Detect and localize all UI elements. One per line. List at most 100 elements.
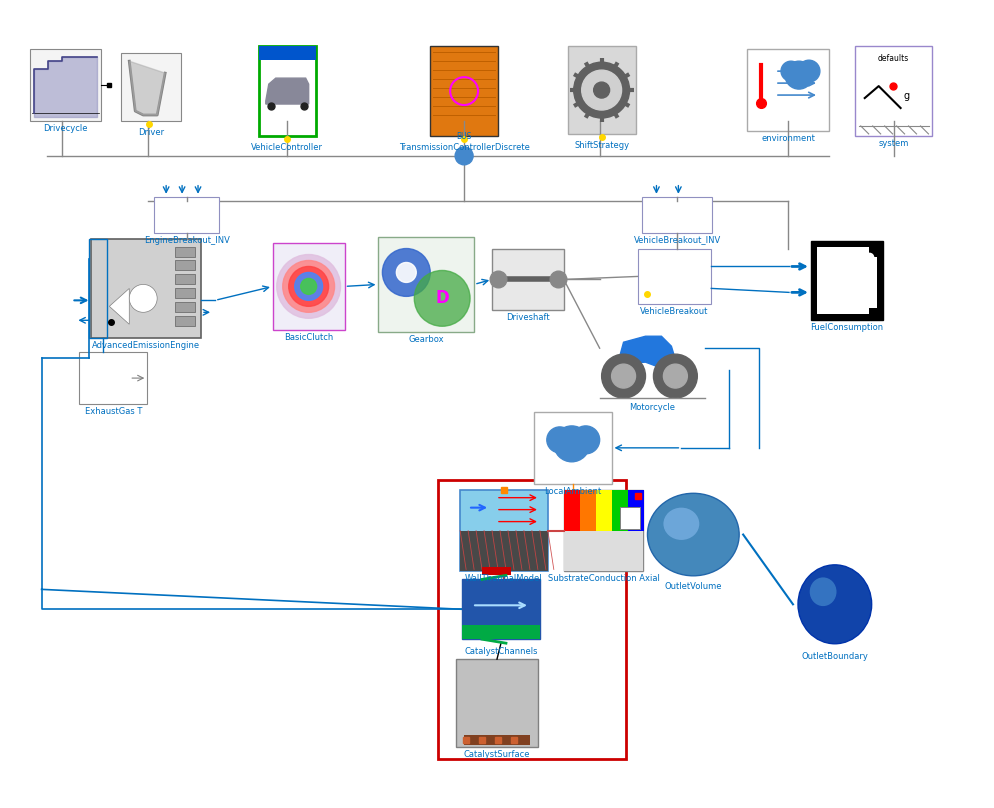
Circle shape bbox=[294, 272, 323, 301]
FancyBboxPatch shape bbox=[175, 246, 195, 256]
FancyBboxPatch shape bbox=[175, 275, 195, 284]
FancyBboxPatch shape bbox=[462, 579, 540, 639]
FancyBboxPatch shape bbox=[272, 242, 345, 330]
Text: Drivecycle: Drivecycle bbox=[43, 124, 87, 133]
Text: EngineBreakout_INV: EngineBreakout_INV bbox=[144, 236, 230, 245]
FancyBboxPatch shape bbox=[121, 53, 181, 121]
FancyBboxPatch shape bbox=[460, 490, 548, 571]
Circle shape bbox=[663, 364, 687, 388]
Text: ShiftStrategy: ShiftStrategy bbox=[575, 141, 629, 150]
FancyBboxPatch shape bbox=[464, 734, 530, 745]
Polygon shape bbox=[617, 336, 677, 368]
FancyBboxPatch shape bbox=[80, 352, 147, 404]
FancyBboxPatch shape bbox=[258, 46, 316, 136]
FancyBboxPatch shape bbox=[492, 249, 564, 310]
Circle shape bbox=[414, 271, 470, 326]
Circle shape bbox=[455, 147, 473, 165]
Text: Driveshaft: Driveshaft bbox=[506, 314, 550, 322]
Circle shape bbox=[282, 260, 335, 313]
Circle shape bbox=[288, 267, 329, 306]
Text: ExhaustGas T: ExhaustGas T bbox=[84, 407, 142, 416]
FancyBboxPatch shape bbox=[175, 288, 195, 298]
FancyBboxPatch shape bbox=[460, 531, 548, 571]
Text: OutletVolume: OutletVolume bbox=[665, 583, 722, 591]
FancyBboxPatch shape bbox=[747, 49, 829, 131]
Text: g: g bbox=[904, 91, 910, 101]
Circle shape bbox=[129, 284, 157, 313]
Text: LocalAmbient: LocalAmbient bbox=[544, 486, 601, 496]
Text: BUS: BUS bbox=[456, 132, 472, 141]
Circle shape bbox=[653, 354, 698, 398]
FancyBboxPatch shape bbox=[175, 302, 195, 313]
FancyBboxPatch shape bbox=[564, 490, 643, 571]
Text: OutletBoundary: OutletBoundary bbox=[801, 652, 869, 661]
FancyBboxPatch shape bbox=[175, 316, 195, 326]
Text: Motorcycle: Motorcycle bbox=[629, 403, 676, 412]
Circle shape bbox=[611, 364, 635, 388]
FancyBboxPatch shape bbox=[534, 412, 611, 484]
FancyBboxPatch shape bbox=[564, 490, 580, 531]
FancyBboxPatch shape bbox=[430, 46, 498, 136]
FancyBboxPatch shape bbox=[30, 49, 101, 121]
Text: WallThermalModel: WallThermalModel bbox=[465, 574, 543, 583]
Circle shape bbox=[547, 427, 573, 452]
FancyBboxPatch shape bbox=[619, 507, 639, 528]
FancyBboxPatch shape bbox=[611, 490, 628, 531]
FancyBboxPatch shape bbox=[91, 238, 201, 339]
Text: Gearbox: Gearbox bbox=[409, 335, 444, 344]
Circle shape bbox=[601, 354, 645, 398]
Circle shape bbox=[554, 426, 589, 462]
Ellipse shape bbox=[798, 565, 872, 644]
Polygon shape bbox=[129, 61, 165, 115]
FancyBboxPatch shape bbox=[456, 659, 538, 747]
Polygon shape bbox=[265, 78, 309, 104]
Text: VehicleBreakout: VehicleBreakout bbox=[640, 307, 709, 317]
Text: CatalystChannels: CatalystChannels bbox=[464, 647, 538, 656]
Text: TransmissionControllerDiscrete: TransmissionControllerDiscrete bbox=[399, 143, 530, 152]
FancyBboxPatch shape bbox=[564, 531, 643, 571]
Text: D: D bbox=[435, 289, 449, 307]
Polygon shape bbox=[109, 288, 129, 324]
Circle shape bbox=[397, 263, 416, 283]
Text: CatalystSurface: CatalystSurface bbox=[464, 750, 530, 759]
Circle shape bbox=[781, 61, 801, 81]
Text: Driver: Driver bbox=[138, 128, 164, 137]
Ellipse shape bbox=[810, 578, 837, 606]
FancyBboxPatch shape bbox=[627, 490, 644, 531]
Circle shape bbox=[574, 62, 629, 118]
Text: environment: environment bbox=[761, 134, 815, 143]
FancyBboxPatch shape bbox=[175, 260, 195, 271]
Ellipse shape bbox=[663, 507, 700, 540]
FancyBboxPatch shape bbox=[580, 490, 596, 531]
FancyBboxPatch shape bbox=[258, 46, 316, 60]
Text: BasicClutch: BasicClutch bbox=[284, 333, 333, 343]
FancyBboxPatch shape bbox=[379, 237, 474, 332]
FancyBboxPatch shape bbox=[482, 567, 511, 575]
Circle shape bbox=[798, 60, 820, 82]
Text: VehicleBreakout_INV: VehicleBreakout_INV bbox=[634, 236, 721, 245]
Circle shape bbox=[300, 279, 317, 294]
Circle shape bbox=[785, 61, 813, 89]
FancyBboxPatch shape bbox=[637, 249, 712, 305]
Text: FuelConsumption: FuelConsumption bbox=[810, 323, 884, 332]
FancyBboxPatch shape bbox=[863, 256, 877, 309]
Circle shape bbox=[276, 255, 341, 318]
Text: system: system bbox=[879, 139, 909, 148]
Text: AdvancedEmissionEngine: AdvancedEmissionEngine bbox=[92, 341, 200, 350]
FancyBboxPatch shape bbox=[462, 625, 540, 639]
Ellipse shape bbox=[647, 494, 740, 576]
Text: defaults: defaults bbox=[878, 54, 910, 63]
Circle shape bbox=[581, 70, 621, 110]
Text: SubstrateConduction Axial: SubstrateConduction Axial bbox=[548, 574, 660, 583]
Circle shape bbox=[593, 82, 609, 98]
FancyBboxPatch shape bbox=[855, 46, 932, 136]
FancyBboxPatch shape bbox=[811, 241, 883, 320]
FancyBboxPatch shape bbox=[595, 490, 612, 531]
Text: VehicleController: VehicleController bbox=[251, 143, 323, 152]
FancyBboxPatch shape bbox=[817, 246, 869, 314]
Circle shape bbox=[383, 249, 430, 297]
FancyBboxPatch shape bbox=[568, 46, 635, 134]
Circle shape bbox=[572, 426, 599, 454]
FancyBboxPatch shape bbox=[642, 196, 713, 233]
FancyBboxPatch shape bbox=[154, 196, 219, 233]
